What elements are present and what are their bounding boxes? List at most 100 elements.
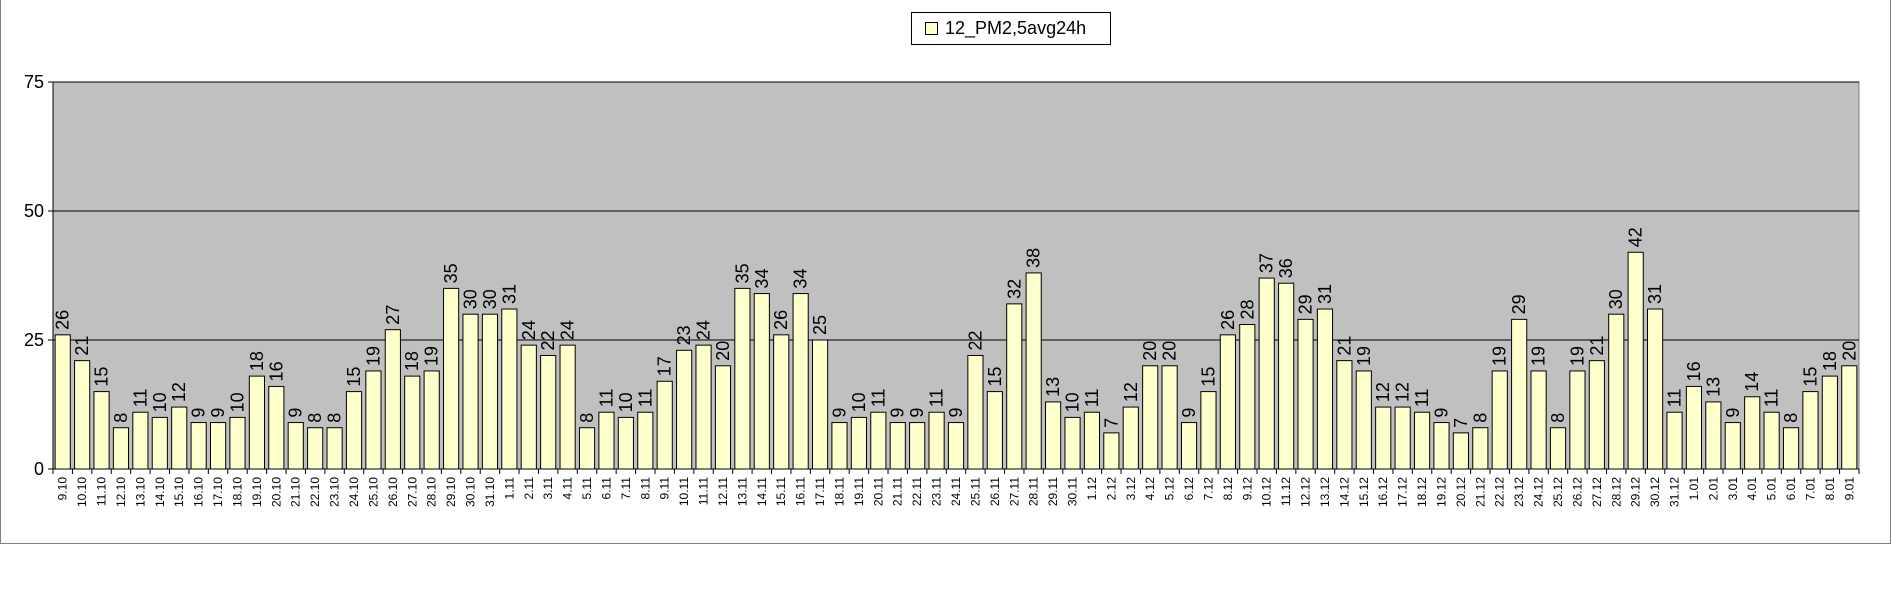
data-label: 34 xyxy=(791,269,811,289)
data-label: 9 xyxy=(946,408,966,418)
data-label: 18 xyxy=(247,351,267,371)
bar xyxy=(112,427,130,470)
data-label: 10 xyxy=(150,392,170,412)
x-tick-label: 18.10 xyxy=(230,477,244,507)
x-tick-label: 15.12 xyxy=(1357,477,1371,507)
x-tick-label: 23.10 xyxy=(328,477,342,507)
bar xyxy=(1336,360,1353,470)
bar xyxy=(365,370,382,470)
data-label: 26 xyxy=(1218,310,1238,330)
data-label: 12 xyxy=(169,382,189,402)
data-label: 19 xyxy=(1490,346,1510,366)
data-label: 11 xyxy=(868,389,888,408)
bar xyxy=(404,375,421,470)
data-label: 11 xyxy=(596,389,616,408)
data-label: 11 xyxy=(1082,389,1102,408)
data-label: 20 xyxy=(1140,341,1160,361)
bar xyxy=(151,416,168,470)
bar xyxy=(637,411,654,470)
bar xyxy=(1511,318,1528,470)
x-tick-label: 13.11 xyxy=(735,477,749,506)
data-label: 29 xyxy=(1296,294,1316,314)
data-label: 19 xyxy=(422,346,442,366)
x-tick-label: 8.01 xyxy=(1823,477,1837,501)
bar xyxy=(423,370,440,470)
x-tick-label: 26.10 xyxy=(386,477,400,507)
x-tick-label: 30.11 xyxy=(1066,477,1080,506)
data-label: 8 xyxy=(577,413,597,423)
data-label: 10 xyxy=(849,392,869,412)
x-tick-label: 29.12 xyxy=(1629,477,1643,507)
x-tick-label: 27.12 xyxy=(1590,477,1604,507)
bar xyxy=(229,416,246,470)
bar xyxy=(540,354,557,470)
bar xyxy=(1569,370,1586,470)
data-label: 20 xyxy=(1839,341,1859,361)
data-label: 9 xyxy=(1431,408,1451,418)
data-label: 42 xyxy=(1626,227,1646,247)
bar xyxy=(1452,432,1469,470)
bar xyxy=(1413,411,1431,470)
data-label: 21 xyxy=(1587,336,1607,356)
x-tick-label: 13.12 xyxy=(1318,477,1332,507)
x-tick-label: 19.12 xyxy=(1434,477,1448,507)
data-label: 9 xyxy=(907,408,927,418)
x-tick-label: 12.12 xyxy=(1299,477,1313,507)
bar xyxy=(1278,282,1295,470)
x-tick-label: 11.12 xyxy=(1279,477,1293,506)
data-label: 8 xyxy=(305,413,325,423)
bar xyxy=(287,422,304,470)
bar xyxy=(307,427,324,470)
x-tick-label: 29.11 xyxy=(1046,477,1060,506)
bar xyxy=(481,313,499,470)
x-tick-label: 31.10 xyxy=(483,477,497,507)
x-tick-label: 31.12 xyxy=(1668,477,1682,507)
x-tick-label: 22.11 xyxy=(910,477,924,506)
data-label: 20 xyxy=(713,341,733,361)
bar xyxy=(1103,432,1120,470)
bar xyxy=(345,391,363,470)
bar xyxy=(1375,406,1392,470)
bar xyxy=(1763,411,1780,470)
data-label: 11 xyxy=(635,389,655,408)
data-label: 9 xyxy=(1723,408,1743,418)
x-tick-label: 22.12 xyxy=(1493,477,1507,507)
x-tick-label: 16.12 xyxy=(1376,477,1390,507)
x-tick-label: 30.10 xyxy=(464,477,478,507)
x-tick-label: 4.01 xyxy=(1745,477,1759,501)
x-tick-label: 25.10 xyxy=(366,477,380,507)
x-tick-label: 29.10 xyxy=(444,477,458,507)
x-tick-label: 4.12 xyxy=(1143,477,1157,501)
data-label: 8 xyxy=(1470,413,1490,423)
x-tick-label: 10.12 xyxy=(1260,477,1274,507)
x-tick-label: 20.12 xyxy=(1454,477,1468,507)
data-label: 24 xyxy=(694,320,714,340)
x-tick-label: 1.12 xyxy=(1085,477,1099,501)
x-tick-label: 2.11 xyxy=(522,477,536,500)
bar xyxy=(928,411,945,470)
bar xyxy=(714,365,732,470)
data-label: 8 xyxy=(111,413,131,423)
bar xyxy=(1491,370,1508,470)
bar xyxy=(831,422,848,470)
data-label: 10 xyxy=(227,392,247,412)
x-tick-label: 17.12 xyxy=(1396,477,1410,507)
x-tick-label: 9.11 xyxy=(658,477,672,500)
x-tick-label: 9.01 xyxy=(1842,477,1856,501)
bar xyxy=(384,329,401,470)
x-tick-label: 11.10 xyxy=(95,477,109,506)
bar xyxy=(443,287,460,470)
data-label: 29 xyxy=(1509,294,1529,314)
bar xyxy=(1045,401,1062,470)
data-label: 15 xyxy=(985,367,1005,387)
x-tick-label: 14.12 xyxy=(1337,477,1351,507)
bar xyxy=(1608,313,1625,470)
x-tick-label: 1.11 xyxy=(502,477,516,500)
bar xyxy=(54,334,71,470)
data-label: 21 xyxy=(72,336,92,356)
bar xyxy=(1006,303,1023,470)
data-label: 11 xyxy=(1412,389,1432,408)
bar xyxy=(1472,427,1489,470)
y-tick-label: 50 xyxy=(24,201,44,221)
